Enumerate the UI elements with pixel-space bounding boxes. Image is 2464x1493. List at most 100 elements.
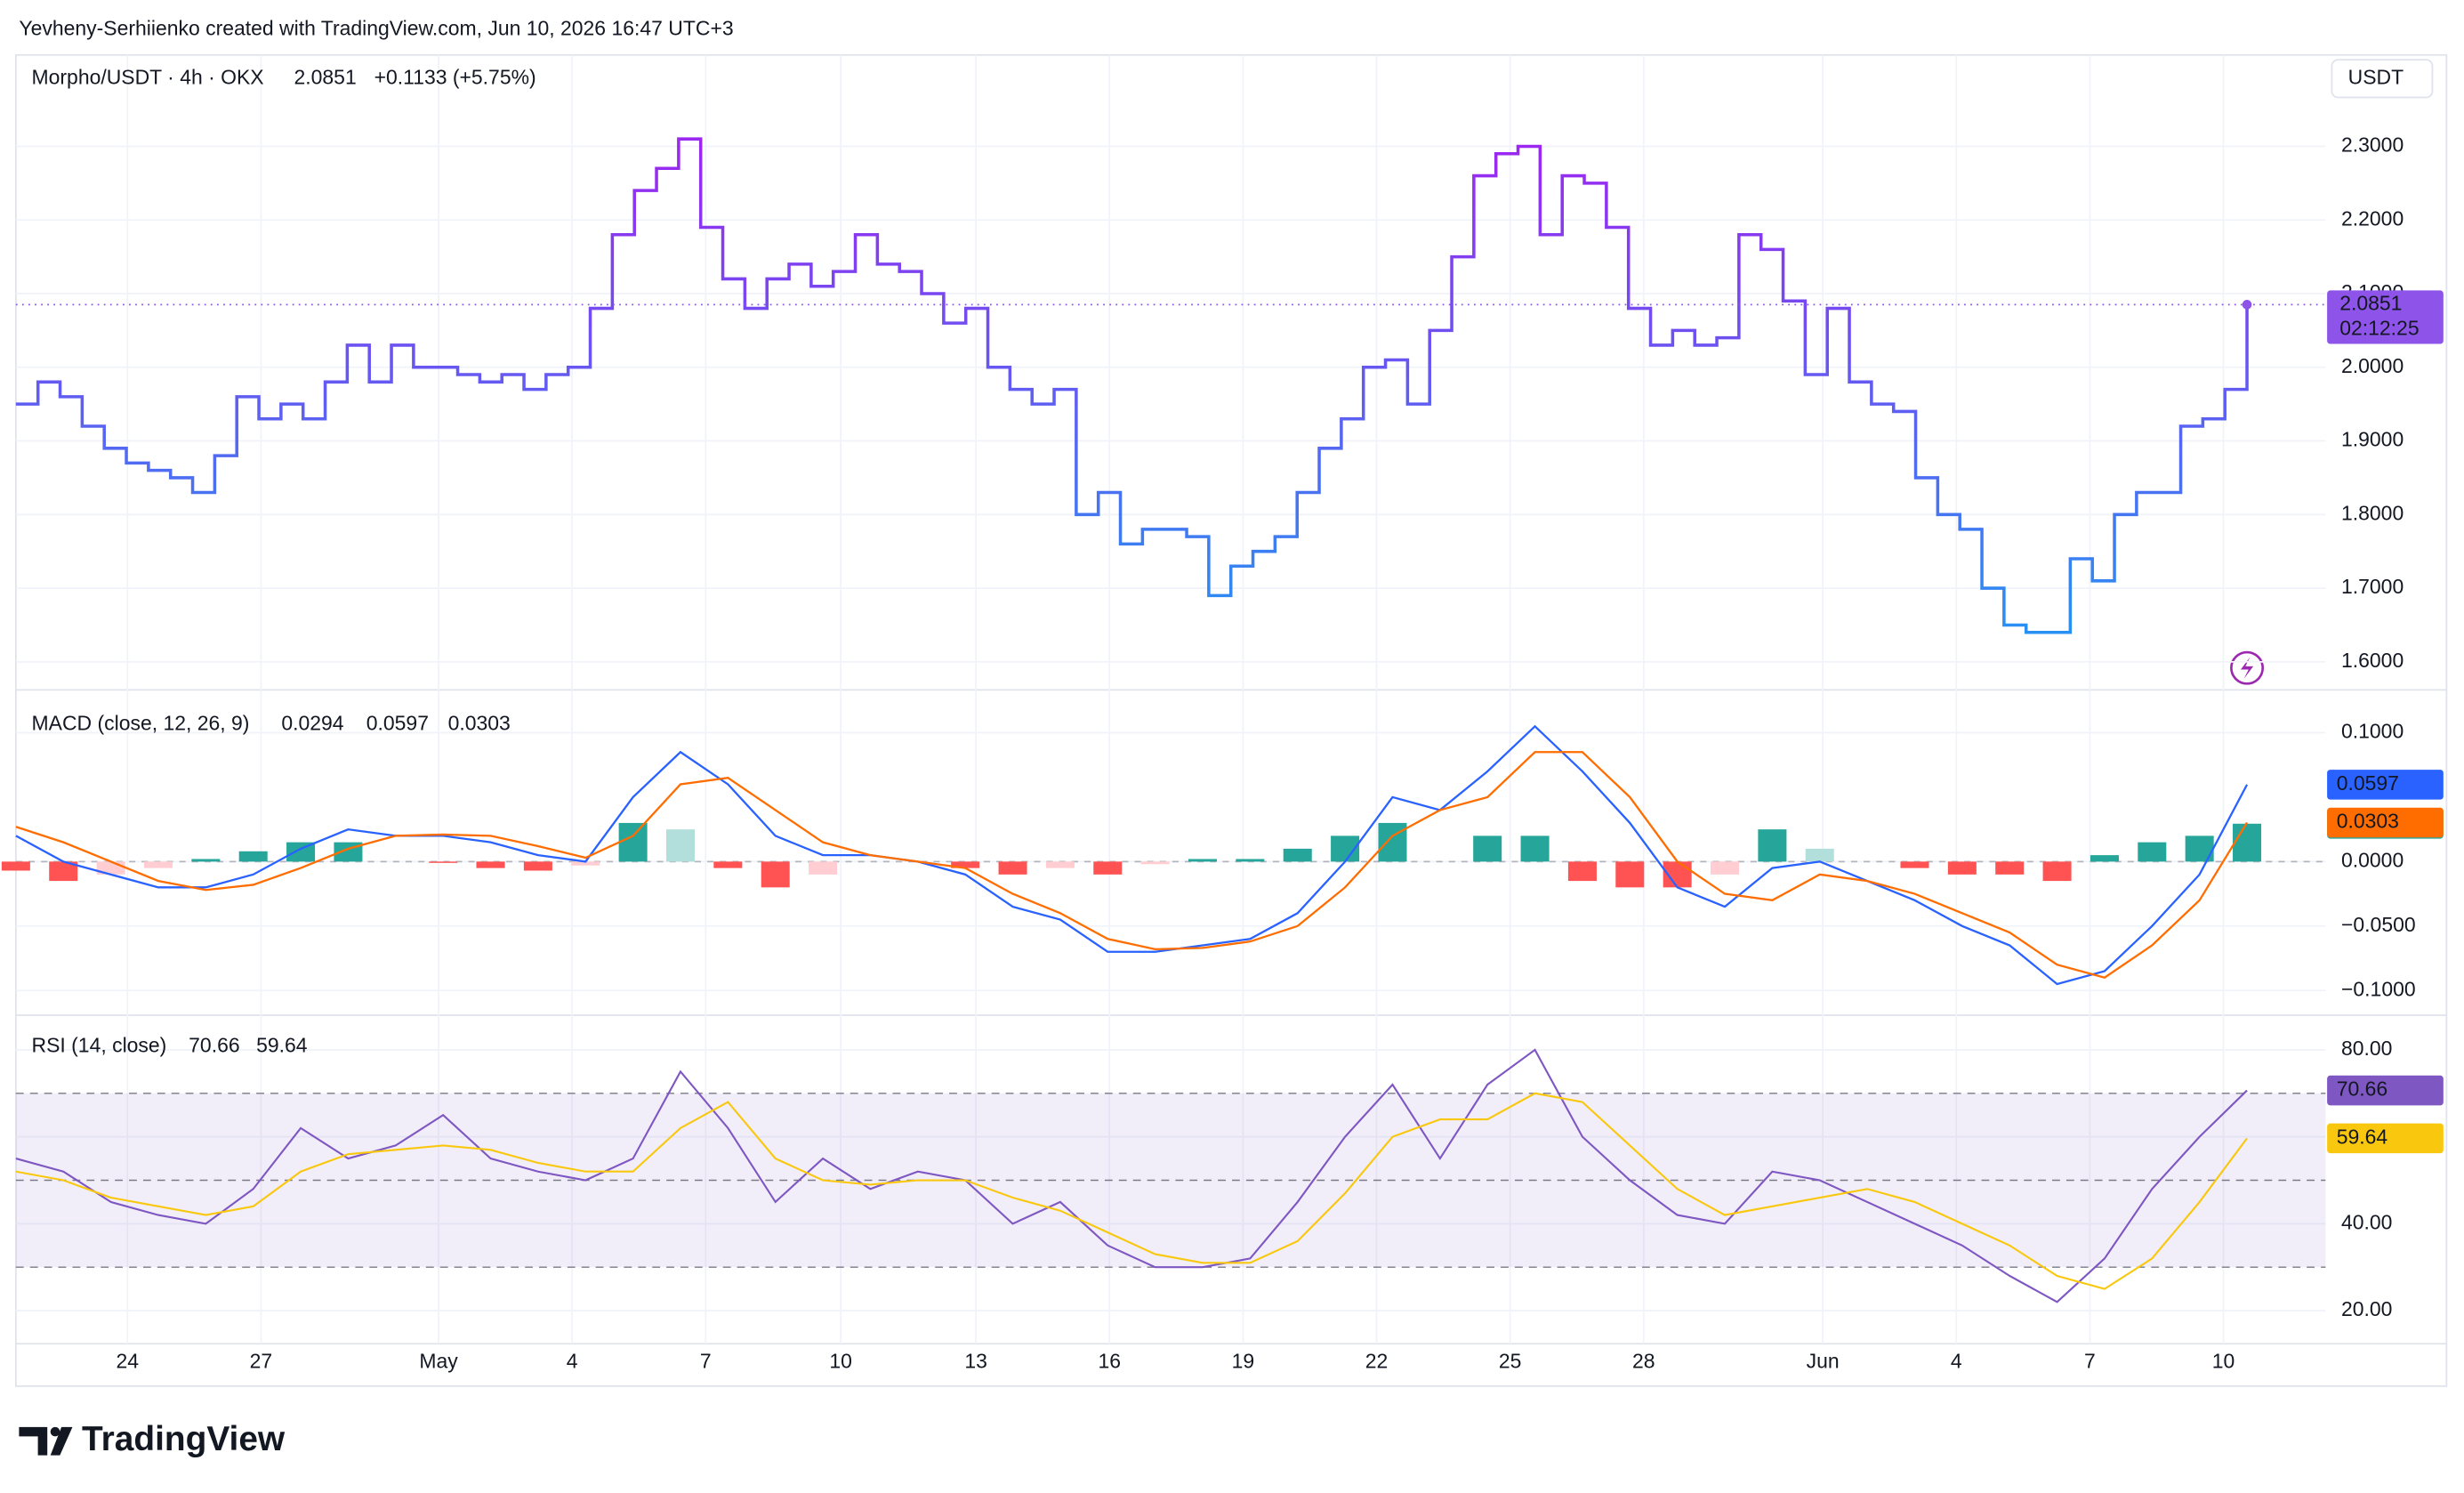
histogram-bar [1615, 861, 1645, 888]
rsi-line [15, 1048, 2248, 1303]
histogram-bar [1236, 859, 1265, 862]
histogram-bar [286, 842, 316, 862]
legend-value: 59.64 [256, 1033, 308, 1056]
price-label: 70.66 [2337, 1077, 2388, 1101]
histogram-bar [571, 861, 600, 866]
y-tick-label: 1.7000 [2341, 575, 2404, 598]
histogram-bar [713, 861, 743, 868]
x-tick-label: 25 [1499, 1349, 1522, 1372]
x-tick-label: Jun [1807, 1349, 1840, 1372]
price-line [15, 137, 2249, 634]
histogram-bar [1188, 859, 1218, 862]
x-tick-label: 24 [117, 1349, 140, 1372]
y-tick-label: −0.1000 [2341, 977, 2416, 1000]
attribution: Yevheny-Serhiienko created with TradingV… [19, 17, 733, 40]
histogram-bar [1, 861, 30, 871]
macd-line [15, 751, 2249, 979]
legend-value: 70.66 [189, 1033, 239, 1056]
histogram-bar [665, 829, 695, 862]
price-label-box [2327, 1075, 2444, 1106]
countdown: 02:12:25 [2339, 317, 2419, 340]
legend-value: 0.0294 [281, 711, 343, 734]
logo: TradingView [19, 1420, 286, 1458]
rsi-line [15, 1092, 2248, 1290]
legend-title: Morpho/USDT · 4h · OKX [32, 65, 264, 88]
y-tick-label: 20.00 [2341, 1297, 2392, 1320]
histogram-bar [2042, 861, 2072, 882]
x-tick-label: 22 [1365, 1349, 1389, 1372]
histogram-bar [238, 851, 268, 862]
y-tick-label: 1.6000 [2341, 649, 2404, 672]
histogram-bar [1520, 835, 1550, 862]
histogram-bar [523, 861, 552, 871]
x-tick-label: 7 [2084, 1349, 2096, 1372]
histogram-bar [1758, 829, 1787, 862]
macd-line [15, 724, 2249, 986]
legend-title: RSI (14, close) [32, 1033, 167, 1056]
price-label: 59.64 [2337, 1125, 2388, 1148]
price-label-box [2327, 770, 2444, 800]
histogram-bar [1378, 822, 1407, 862]
histogram-bar [429, 861, 458, 863]
histogram-bar [1140, 861, 1170, 865]
x-tick-label: 19 [1232, 1349, 1255, 1372]
histogram-bar [1805, 848, 1834, 862]
histogram-bar [2233, 823, 2262, 862]
x-tick-label: 7 [700, 1349, 712, 1372]
alert-icon[interactable] [2230, 650, 2265, 685]
price-label-box [2327, 807, 2444, 838]
histogram-bar [49, 861, 78, 882]
currency-box[interactable] [2331, 59, 2434, 99]
x-tick-label: 10 [2212, 1349, 2235, 1372]
price-label-box [2327, 1123, 2444, 1154]
x-tick-label: 16 [1098, 1349, 1121, 1372]
legend-change: +0.1133 (+5.75%) [374, 65, 536, 88]
histogram-bar [143, 861, 173, 868]
x-tick-label: 10 [829, 1349, 852, 1372]
legend-value: 0.0303 [448, 711, 511, 734]
histogram-bar [191, 859, 221, 862]
x-tick-label: May [419, 1349, 458, 1372]
histogram-bar [1045, 861, 1075, 868]
histogram-bar [1093, 861, 1123, 875]
y-tick-label: 1.9000 [2341, 428, 2404, 451]
y-tick-label: 80.00 [2341, 1037, 2392, 1060]
currency[interactable]: USDT [2348, 65, 2404, 88]
histogram-bar [2090, 855, 2119, 862]
histogram-bar [1947, 861, 1977, 875]
histogram-bar [1567, 861, 1597, 882]
histogram-bar [1473, 835, 1502, 862]
legend-value: 0.0597 [366, 711, 429, 734]
legend-price: 2.0851 [294, 65, 357, 88]
y-tick-label: 0.0000 [2341, 848, 2404, 871]
frame [14, 53, 2448, 1387]
y-tick-label: 40.00 [2341, 1210, 2392, 1233]
y-tick-label: 0.1000 [2341, 720, 2404, 743]
histogram-bar [809, 861, 838, 875]
y-tick-label: 1.8000 [2341, 501, 2404, 524]
logo-text: TradingView [82, 1420, 286, 1458]
y-tick-label: 2.0000 [2341, 354, 2404, 377]
price-label: 0.0303 [2337, 810, 2399, 833]
last-price-dot [2242, 300, 2252, 310]
x-tick-label: 27 [250, 1349, 273, 1372]
histogram-bar [1900, 861, 1929, 868]
x-tick-label: 13 [964, 1349, 987, 1372]
y-tick-label: −0.0500 [2341, 913, 2416, 936]
histogram-bar [1995, 861, 2025, 875]
histogram-bar [2138, 842, 2167, 862]
price-label: 2.0851 [2339, 291, 2402, 314]
price-label: 0.0597 [2337, 771, 2399, 795]
x-tick-label: 28 [1632, 1349, 1655, 1372]
alert-icon-bolt [2240, 657, 2254, 680]
y-tick-label: 2.2000 [2341, 206, 2404, 230]
histogram-bar [1711, 861, 1740, 875]
x-tick-label: 4 [567, 1349, 578, 1372]
histogram-bar [618, 822, 648, 862]
histogram-bar [1283, 848, 1312, 862]
price-label-box [2327, 290, 2444, 344]
legend-title: MACD (close, 12, 26, 9) [32, 711, 250, 734]
histogram-bar [998, 861, 1027, 875]
